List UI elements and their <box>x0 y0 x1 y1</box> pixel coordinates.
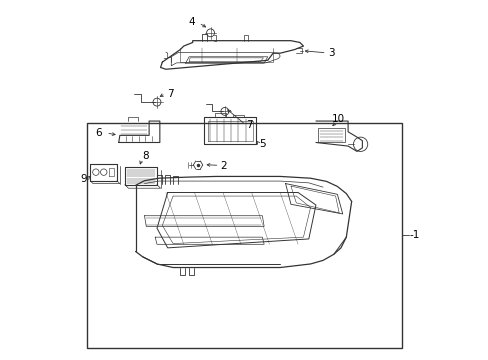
Text: 2: 2 <box>220 161 226 171</box>
Text: 6: 6 <box>95 128 102 138</box>
Text: -1: -1 <box>409 230 419 240</box>
Text: 9: 9 <box>80 174 87 184</box>
Bar <box>87 123 401 348</box>
Text: 7: 7 <box>246 120 252 130</box>
Text: 5: 5 <box>259 139 265 149</box>
Text: 10: 10 <box>331 114 345 124</box>
Text: 7: 7 <box>166 89 173 99</box>
Text: 8: 8 <box>142 151 149 161</box>
Text: 3: 3 <box>328 48 334 58</box>
Text: 4: 4 <box>188 17 195 27</box>
